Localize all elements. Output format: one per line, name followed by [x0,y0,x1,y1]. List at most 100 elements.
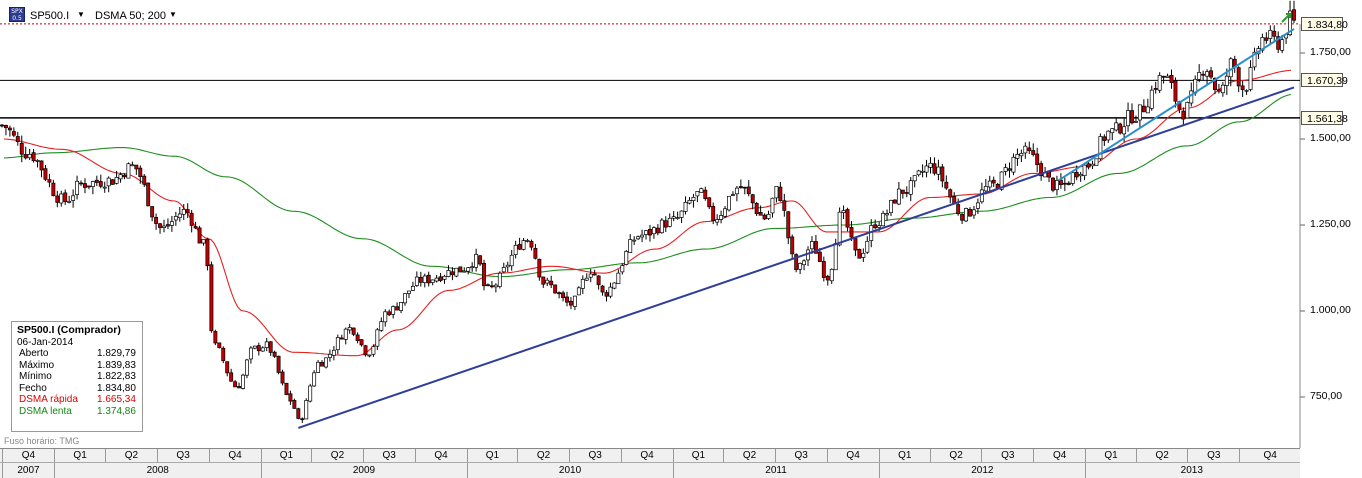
candle-body-up [1003,167,1008,172]
candle-body-down [31,152,36,162]
candle-body-down [363,345,368,356]
candle-body-up [928,162,933,168]
candle-body-up [173,216,178,221]
candle-body-down [738,186,743,189]
candle-body-up [375,329,380,347]
candle-body-down [134,164,139,170]
candle-body-up [422,275,427,283]
candle-body-up [695,191,700,197]
candle-body-down [185,209,190,214]
candle-body-up [667,217,672,227]
sp500-symbol-icon[interactable]: SPX 0.5 [9,7,25,22]
candle-body-down [900,189,905,194]
candle-body-up [687,199,692,204]
candle-body-up [312,372,317,387]
candle-body-down [648,228,652,236]
candle-body-down [944,181,949,189]
y-tick-label: 1.500,00 [1310,132,1351,144]
candle-body-up [734,187,739,195]
candle-body-up [201,239,206,244]
candle-body-down [79,182,83,185]
candle-body-up [572,295,577,307]
year-label: 2008 [53,463,261,478]
candle-body-down [845,209,850,228]
candle-body-up [181,209,186,215]
indicator-dropdown-chevron-icon[interactable]: ▼ [169,10,177,19]
candle-body-down [707,197,712,208]
candle-body-down [549,280,554,286]
candle-body-up [1054,180,1059,191]
candle-body-down [221,347,226,362]
quarter-label: Q2 [105,449,156,463]
candle-body-up [636,236,641,240]
indicator-selector[interactable]: DSMA 50; 200 [95,10,166,22]
symbol-dropdown-chevron-icon[interactable]: ▼ [77,10,85,19]
candle-body-down [1236,67,1241,87]
candle-body-down [1051,177,1055,191]
candle-body-down [604,292,609,297]
candle-body-up [675,217,680,219]
quarter-label: Q1 [672,449,724,463]
symbol-selector[interactable]: SP500.I [30,10,70,22]
candle-body-up [1205,71,1210,77]
candle-body-down [742,186,747,189]
candle-body-up [896,188,901,205]
year-label: 2012 [878,463,1086,478]
candle-body-down [19,142,24,155]
candle-body-down [537,258,542,278]
candle-body-up [861,252,866,258]
candle-body-down [387,311,392,316]
candle-body-down [450,271,455,276]
candle-body-down [55,195,60,203]
candle-body-down [280,371,285,384]
candle-body-up [730,194,735,196]
candle-body-up [1110,128,1115,134]
quarter-label: Q4 [414,449,467,463]
data-window-legend: SP500.I (Comprador) 06-Jan-2014 Aberto 1.… [11,321,143,432]
legend-row-label: DSMA rápida [19,394,78,405]
candle-body-up [885,213,889,216]
trend-up-arrow-icon [1281,13,1291,23]
candle-body-up [1094,158,1099,166]
candle-body-down [276,355,281,373]
candle-body-down [813,241,818,254]
quarter-label: Q1 [53,449,105,463]
candle-body-down [395,306,400,311]
dsma-fast-line [3,69,1292,357]
candle-body-up [1145,106,1150,114]
candle-body-down [794,254,799,270]
legend-row: Mínimo 1.822,83 [17,371,137,383]
candle-body-down [193,226,198,229]
candle-body-down [1039,163,1044,177]
year-label: 2007 [2,463,54,478]
candle-body-up [912,175,917,182]
candle-body-up [1252,51,1257,68]
price-chart[interactable] [0,0,1362,448]
candle-body-up [644,230,648,235]
candle-body-down [932,163,937,174]
candle-body-down [655,227,660,234]
candle-body-up [651,227,656,235]
candle-body-down [94,179,99,183]
quarter-label: Q3 [1187,449,1239,463]
candle-body-down [86,185,91,188]
candle-body-up [414,276,419,286]
candle-body-down [339,337,344,340]
quarter-label: Q1 [260,449,312,463]
candle-body-down [122,174,127,178]
candle-body-down [426,274,431,284]
candle-body-down [11,131,16,136]
candle-body-down [292,400,297,409]
candle-body-up [841,210,846,213]
candle-body-up [252,345,257,349]
candle-body-down [320,361,324,367]
current-price-tag: 1.834,80 [1301,16,1348,31]
candle-body-up [1023,145,1028,154]
candle-body-down [209,264,214,332]
candle-body-down [189,212,194,226]
candle-body-down [565,296,569,303]
candle-body-down [786,211,791,239]
candle-body-down [948,189,953,198]
candle-body-down [991,179,996,184]
candle-body-up [620,265,625,273]
